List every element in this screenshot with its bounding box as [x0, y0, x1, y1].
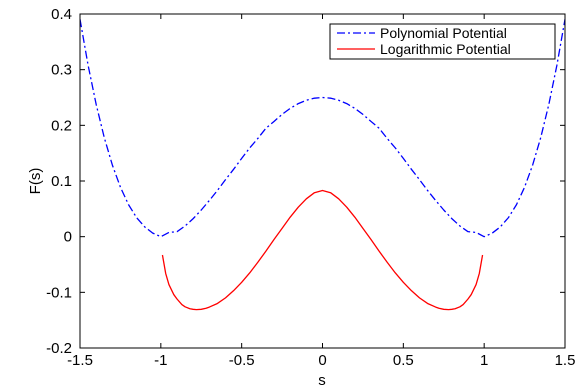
legend-box: [329, 23, 556, 60]
y-tick-label: -0.1: [46, 284, 72, 301]
y-tick-label: -0.2: [46, 340, 72, 357]
x-tick-label: -0.5: [229, 352, 255, 369]
x-tick-label: 1: [480, 352, 488, 369]
x-tick-label: 0: [318, 352, 326, 369]
x-axis-label: s: [318, 372, 326, 389]
legend: Polynomial Potential Logarithmic Potenti…: [329, 23, 556, 60]
legend-label-logarithmic: Logarithmic Potential: [380, 41, 511, 57]
y-axis-label: F(s): [27, 168, 44, 195]
x-tick-label: -1.5: [67, 352, 93, 369]
y-tick-label: 0.3: [51, 62, 72, 79]
series-layer: [80, 19, 565, 311]
series-line-1: [161, 189, 484, 311]
x-tick-label: 1.5: [555, 352, 576, 369]
plot-area: [79, 13, 566, 349]
x-axis: -1.5 -1 -0.5 0 0.5 1 1.5: [67, 14, 575, 369]
y-tick-label: 0.4: [51, 6, 72, 23]
legend-label-polynomial: Polynomial Potential: [380, 25, 507, 41]
y-tick-label: 0.1: [51, 173, 72, 190]
y-axis: -0.2 -0.1 0 0.1 0.2 0.3 0.4: [46, 6, 565, 357]
y-tick-label: 0.2: [51, 117, 72, 134]
x-tick-label: -1: [154, 352, 167, 369]
y-tick-label: 0: [64, 229, 72, 246]
series-line-0: [80, 19, 565, 238]
x-tick-label: 0.5: [393, 352, 414, 369]
